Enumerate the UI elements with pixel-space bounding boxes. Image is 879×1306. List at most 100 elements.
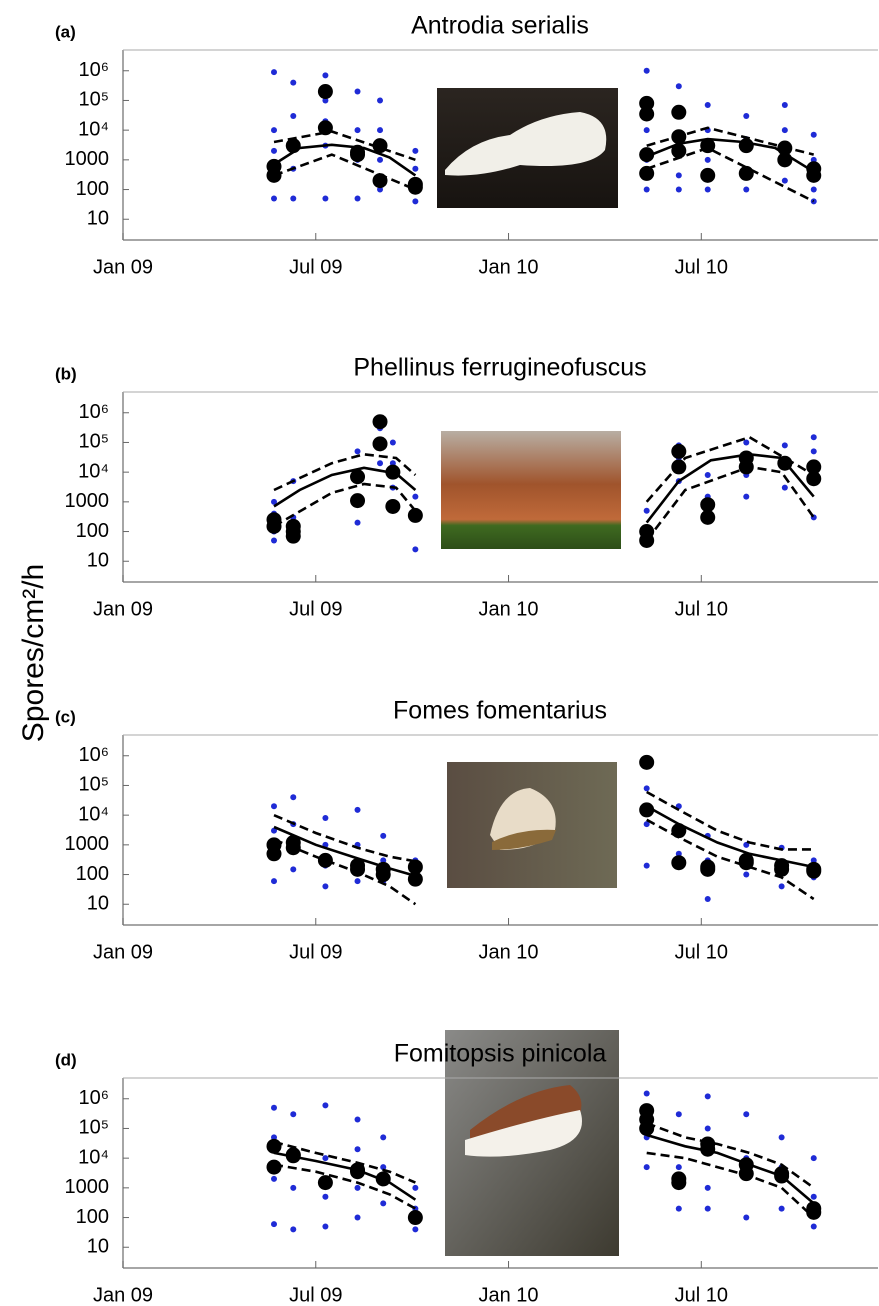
y-tick-label: 100 [76, 178, 109, 200]
sample-point [743, 841, 750, 848]
y-tick-label: 10⁶ [79, 744, 109, 766]
y-tick-label: 10⁴ [78, 1146, 109, 1168]
mean-point [407, 507, 423, 523]
sample-point [290, 1184, 297, 1191]
chart-title: Fomitopsis pinicola [394, 1040, 607, 1068]
sample-point [354, 88, 361, 95]
sample-point [643, 862, 650, 869]
sample-point [322, 815, 329, 822]
sample-point [781, 442, 788, 449]
sample-point [322, 1102, 329, 1109]
mean-point [407, 859, 423, 875]
sample-point [743, 112, 750, 119]
mean-point [639, 95, 655, 111]
y-tick-label: 1000 [65, 148, 110, 170]
sample-point [675, 186, 682, 193]
sample-point [704, 156, 711, 163]
sample-point [354, 806, 361, 813]
sample-point [412, 1184, 419, 1191]
interval-line [273, 1121, 815, 1189]
mean-point [639, 802, 655, 818]
mean-point [671, 143, 687, 159]
sample-point [271, 537, 277, 544]
sample-point [290, 112, 297, 119]
mean-point [774, 1166, 790, 1182]
sample-point [704, 1184, 711, 1191]
mean-point [372, 414, 388, 430]
sample-point [675, 1164, 682, 1171]
sample-point [290, 794, 297, 801]
sample-point [781, 484, 788, 491]
sample-point [743, 1111, 750, 1118]
sample-point [704, 896, 711, 903]
fit-line [273, 805, 814, 878]
x-tick-label: Jan 09 [93, 941, 153, 963]
sample-point [412, 1226, 419, 1233]
chart-title: Fomes fomentarius [393, 697, 607, 725]
photo [437, 88, 618, 208]
sample-point [322, 97, 329, 104]
y-tick-label: 10 [87, 893, 109, 915]
sample-point [743, 493, 750, 500]
sample-point [271, 1104, 277, 1111]
interval-line [273, 146, 815, 203]
mean-point [806, 167, 822, 183]
panel-label: (d) [55, 1050, 77, 1069]
mean-point [774, 861, 790, 877]
sample-point [322, 195, 329, 202]
sample-point [810, 156, 817, 163]
sample-point [781, 177, 788, 184]
sample-point [412, 546, 419, 553]
y-tick-label: 10⁴ [78, 118, 109, 140]
photo [447, 762, 617, 888]
sample-point [412, 165, 419, 172]
y-tick-label: 10⁴ [78, 460, 109, 482]
sample-point [290, 1226, 297, 1233]
mean-point [738, 165, 754, 181]
sample-point [377, 460, 384, 467]
mean-point [266, 518, 282, 534]
mean-point [700, 861, 716, 877]
sample-point [643, 785, 650, 792]
mean-point [806, 1201, 822, 1217]
panel-label: (b) [55, 364, 77, 383]
sample-point [704, 1093, 711, 1100]
sample-point [778, 1205, 785, 1212]
sample-point [290, 79, 297, 86]
interval-line [273, 1151, 815, 1219]
mean-point [407, 179, 423, 195]
sample-point [271, 1221, 277, 1228]
mean-point [317, 1175, 333, 1191]
x-tick-label: Jan 10 [479, 1284, 539, 1306]
sample-point [354, 878, 361, 885]
sample-point [271, 803, 277, 810]
sample-point [290, 866, 297, 873]
sample-point [271, 147, 277, 154]
y-tick-label: 10⁶ [79, 59, 109, 81]
interval-line [273, 790, 814, 863]
x-tick-label: Jul 10 [675, 598, 728, 620]
sample-point [412, 493, 419, 500]
mean-point [671, 1171, 687, 1187]
sample-point [271, 498, 277, 505]
sample-point [778, 883, 785, 890]
sample-point [810, 1193, 817, 1200]
photo [441, 431, 621, 549]
sample-point [704, 1205, 711, 1212]
interval-line [273, 126, 815, 162]
y-tick-label: 10⁵ [78, 431, 109, 453]
sample-point [743, 1214, 750, 1221]
sample-point [675, 850, 682, 857]
mean-point [372, 436, 388, 452]
x-tick-label: Jan 09 [93, 256, 153, 278]
y-tick-label: 10⁴ [78, 803, 109, 825]
sample-point [810, 198, 817, 205]
interval-line [273, 818, 815, 906]
panel-label: (a) [55, 22, 76, 41]
sample-point [377, 127, 384, 134]
sample-point [354, 1214, 361, 1221]
sample-point [412, 198, 419, 205]
mean-point [806, 471, 822, 487]
mean-point [266, 846, 282, 862]
